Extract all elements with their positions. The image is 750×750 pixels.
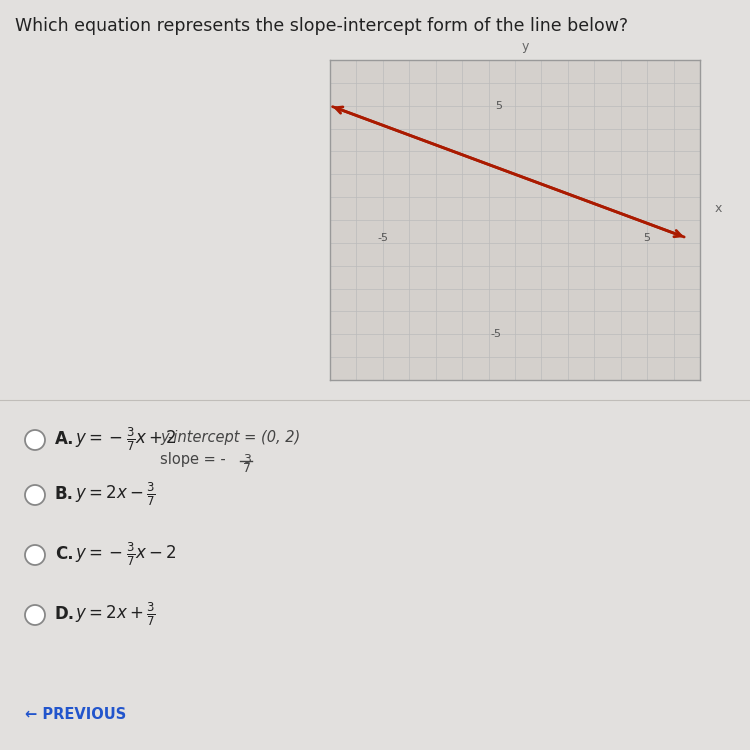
- Circle shape: [25, 605, 45, 625]
- Text: $y = 2x - \frac{3}{7}$: $y = 2x - \frac{3}{7}$: [75, 480, 156, 508]
- Text: B.: B.: [55, 485, 74, 503]
- Text: 5: 5: [644, 232, 651, 242]
- Text: -5: -5: [377, 232, 388, 242]
- Circle shape: [25, 545, 45, 565]
- Circle shape: [25, 485, 45, 505]
- Text: x: x: [715, 202, 722, 215]
- Text: D.: D.: [55, 605, 75, 623]
- Text: -5: -5: [490, 329, 502, 339]
- Text: Which equation represents the slope-intercept form of the line below?: Which equation represents the slope-inte…: [15, 17, 628, 35]
- Text: slope = -: slope = -: [160, 452, 226, 467]
- Text: y-intercept = (0, 2): y-intercept = (0, 2): [160, 430, 300, 445]
- Text: C.: C.: [55, 545, 74, 563]
- Text: A.: A.: [55, 430, 74, 448]
- Text: 7: 7: [243, 462, 251, 475]
- Text: $y = 2x + \frac{3}{7}$: $y = 2x + \frac{3}{7}$: [75, 600, 156, 628]
- Text: $y = -\frac{3}{7}x - 2$: $y = -\frac{3}{7}x - 2$: [75, 540, 177, 568]
- Circle shape: [25, 430, 45, 450]
- Text: y: y: [521, 40, 529, 53]
- Text: 3: 3: [243, 453, 250, 466]
- Text: 5: 5: [495, 100, 502, 111]
- Text: ← PREVIOUS: ← PREVIOUS: [25, 707, 126, 722]
- Text: $y = -\frac{3}{7}x + 2$: $y = -\frac{3}{7}x + 2$: [75, 425, 177, 453]
